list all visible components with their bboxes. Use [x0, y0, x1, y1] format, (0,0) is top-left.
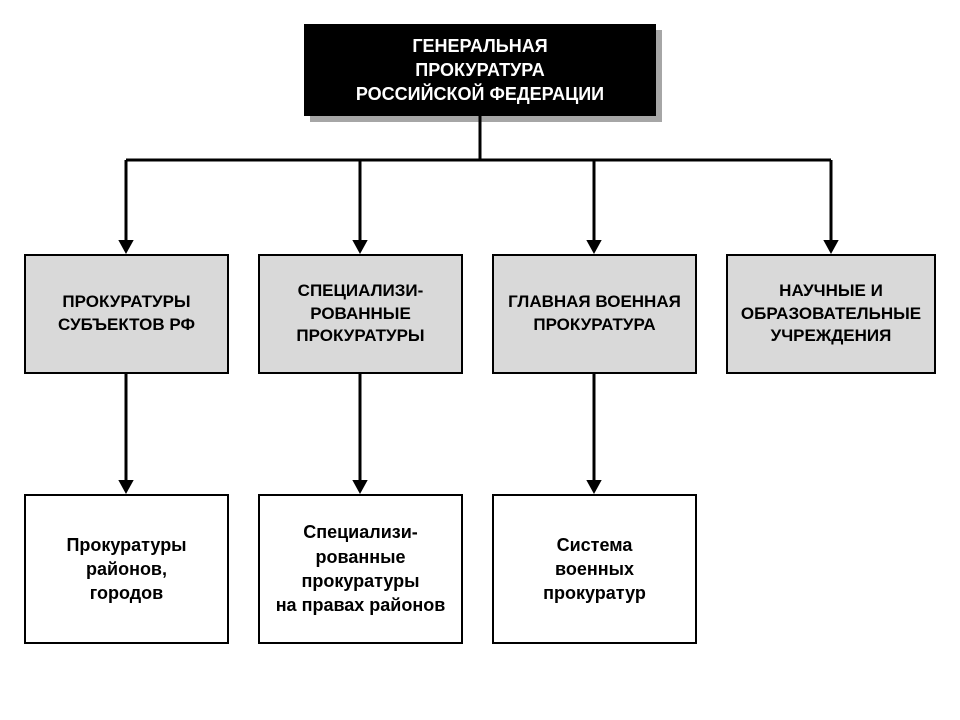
node-mid3-label: ГЛАВНАЯ ВОЕННАЯ ПРОКУРАТУРА [508, 291, 681, 337]
node-mid3: ГЛАВНАЯ ВОЕННАЯ ПРОКУРАТУРА [492, 254, 697, 374]
node-mid1: ПРОКУРАТУРЫ СУБЪЕКТОВ РФ [24, 254, 229, 374]
node-bot3-label: Система военных прокуратур [543, 533, 646, 606]
node-bot2-label: Специализи- рованные прокуратуры на прав… [276, 520, 446, 617]
node-mid2-label: СПЕЦИАЛИЗИ- РОВАННЫЕ ПРОКУРАТУРЫ [296, 280, 424, 349]
node-bot2: Специализи- рованные прокуратуры на прав… [258, 494, 463, 644]
node-mid1-label: ПРОКУРАТУРЫ СУБЪЕКТОВ РФ [58, 291, 195, 337]
node-mid4: НАУЧНЫЕ И ОБРАЗОВАТЕЛЬНЫЕ УЧРЕЖДЕНИЯ [726, 254, 936, 374]
node-bot3: Система военных прокуратур [492, 494, 697, 644]
node-mid4-label: НАУЧНЫЕ И ОБРАЗОВАТЕЛЬНЫЕ УЧРЕЖДЕНИЯ [741, 280, 921, 349]
node-mid2: СПЕЦИАЛИЗИ- РОВАННЫЕ ПРОКУРАТУРЫ [258, 254, 463, 374]
node-root-label: ГЕНЕРАЛЬНАЯ ПРОКУРАТУРА РОССИЙСКОЙ ФЕДЕР… [356, 34, 604, 107]
node-root: ГЕНЕРАЛЬНАЯ ПРОКУРАТУРА РОССИЙСКОЙ ФЕДЕР… [304, 24, 656, 116]
node-bot1: Прокуратуры районов, городов [24, 494, 229, 644]
node-bot1-label: Прокуратуры районов, городов [66, 533, 186, 606]
